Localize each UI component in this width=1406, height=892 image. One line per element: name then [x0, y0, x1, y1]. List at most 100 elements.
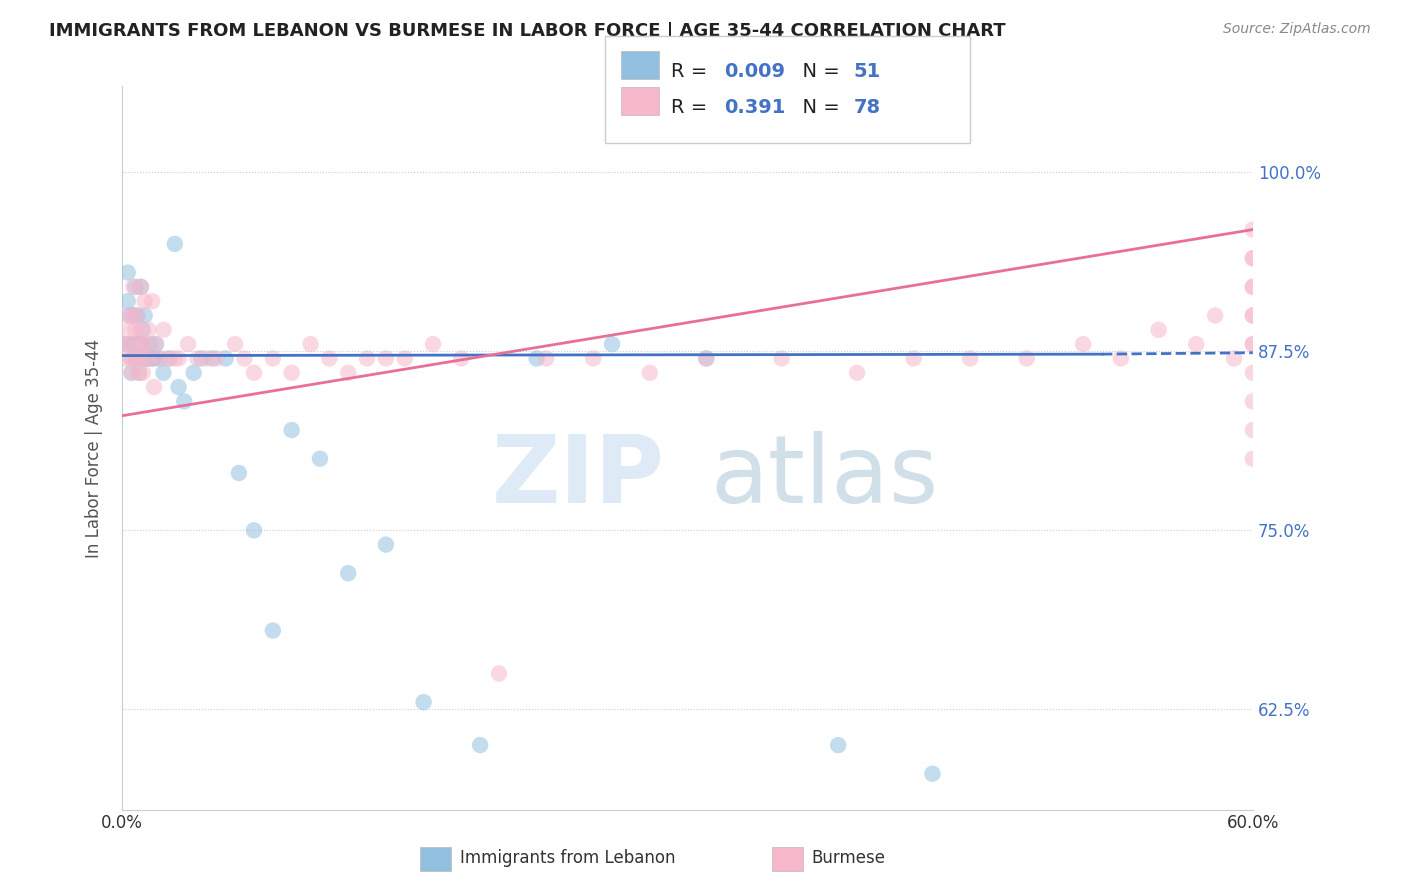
- Point: [118, 337, 141, 351]
- Point: [1241, 451, 1264, 466]
- Point: [124, 323, 146, 337]
- Point: [201, 351, 224, 366]
- Point: [118, 323, 141, 337]
- Text: atlas: atlas: [710, 431, 938, 523]
- Point: [959, 351, 981, 366]
- Point: [129, 323, 152, 337]
- Point: [134, 351, 156, 366]
- Point: [128, 351, 150, 366]
- Point: [121, 351, 143, 366]
- Point: [600, 337, 623, 351]
- Point: [124, 337, 146, 351]
- Point: [195, 351, 218, 366]
- Point: [122, 337, 145, 351]
- Point: [770, 351, 793, 366]
- Point: [1185, 337, 1208, 351]
- Point: [138, 323, 160, 337]
- Text: IMMIGRANTS FROM LEBANON VS BURMESE IN LABOR FORCE | AGE 35-44 CORRELATION CHART: IMMIGRANTS FROM LEBANON VS BURMESE IN LA…: [49, 22, 1005, 40]
- Point: [1109, 351, 1132, 366]
- Text: R =: R =: [671, 98, 720, 117]
- Point: [1241, 251, 1264, 265]
- Point: [1241, 394, 1264, 409]
- Point: [183, 366, 205, 380]
- Point: [127, 351, 149, 366]
- Point: [121, 351, 143, 366]
- Point: [122, 280, 145, 294]
- Point: [412, 695, 434, 709]
- Y-axis label: In Labor Force | Age 35-44: In Labor Force | Age 35-44: [86, 338, 103, 558]
- Point: [167, 380, 190, 394]
- Point: [121, 366, 143, 380]
- Point: [243, 523, 266, 537]
- Point: [129, 337, 152, 351]
- Point: [135, 351, 157, 366]
- Text: Immigrants from Lebanon: Immigrants from Lebanon: [460, 849, 675, 867]
- Point: [190, 351, 212, 366]
- Point: [1071, 337, 1094, 351]
- Point: [1241, 366, 1264, 380]
- Point: [695, 351, 717, 366]
- Text: 51: 51: [853, 62, 880, 81]
- Point: [128, 366, 150, 380]
- Point: [374, 351, 396, 366]
- Text: Source: ZipAtlas.com: Source: ZipAtlas.com: [1223, 22, 1371, 37]
- Point: [450, 351, 472, 366]
- Point: [1241, 280, 1264, 294]
- Point: [124, 351, 146, 366]
- Point: [1147, 323, 1170, 337]
- Point: [152, 323, 174, 337]
- Point: [134, 309, 156, 323]
- Point: [129, 280, 152, 294]
- Point: [122, 309, 145, 323]
- Text: N =: N =: [790, 98, 846, 117]
- Point: [132, 337, 155, 351]
- Point: [224, 337, 246, 351]
- Point: [1241, 222, 1264, 236]
- Point: [1241, 337, 1264, 351]
- Point: [1241, 423, 1264, 437]
- Point: [215, 351, 238, 366]
- Point: [117, 266, 139, 280]
- Point: [127, 337, 149, 351]
- Text: 0.391: 0.391: [724, 98, 786, 117]
- Point: [143, 351, 166, 366]
- Point: [177, 337, 200, 351]
- Point: [122, 309, 145, 323]
- Point: [1241, 309, 1264, 323]
- Point: [141, 351, 163, 366]
- Point: [135, 351, 157, 366]
- Point: [114, 351, 136, 366]
- Point: [132, 323, 155, 337]
- Point: [139, 351, 162, 366]
- Point: [638, 366, 661, 380]
- Point: [337, 366, 360, 380]
- Point: [134, 294, 156, 309]
- Point: [233, 351, 256, 366]
- Point: [394, 351, 416, 366]
- Point: [167, 351, 190, 366]
- Point: [112, 337, 135, 351]
- Point: [262, 624, 284, 638]
- Point: [280, 423, 302, 437]
- Point: [337, 566, 360, 581]
- Point: [921, 766, 943, 780]
- Point: [128, 337, 150, 351]
- Point: [1241, 251, 1264, 265]
- Point: [117, 294, 139, 309]
- Point: [1241, 280, 1264, 294]
- Point: [127, 309, 149, 323]
- Point: [1015, 351, 1038, 366]
- Point: [526, 351, 548, 366]
- Point: [139, 337, 162, 351]
- Point: [149, 351, 172, 366]
- Point: [903, 351, 925, 366]
- Point: [534, 351, 557, 366]
- Point: [134, 337, 156, 351]
- Point: [138, 351, 160, 366]
- Point: [149, 351, 172, 366]
- Point: [173, 394, 195, 409]
- Text: 78: 78: [853, 98, 880, 117]
- Point: [145, 337, 167, 351]
- Point: [1223, 351, 1246, 366]
- Point: [1204, 309, 1226, 323]
